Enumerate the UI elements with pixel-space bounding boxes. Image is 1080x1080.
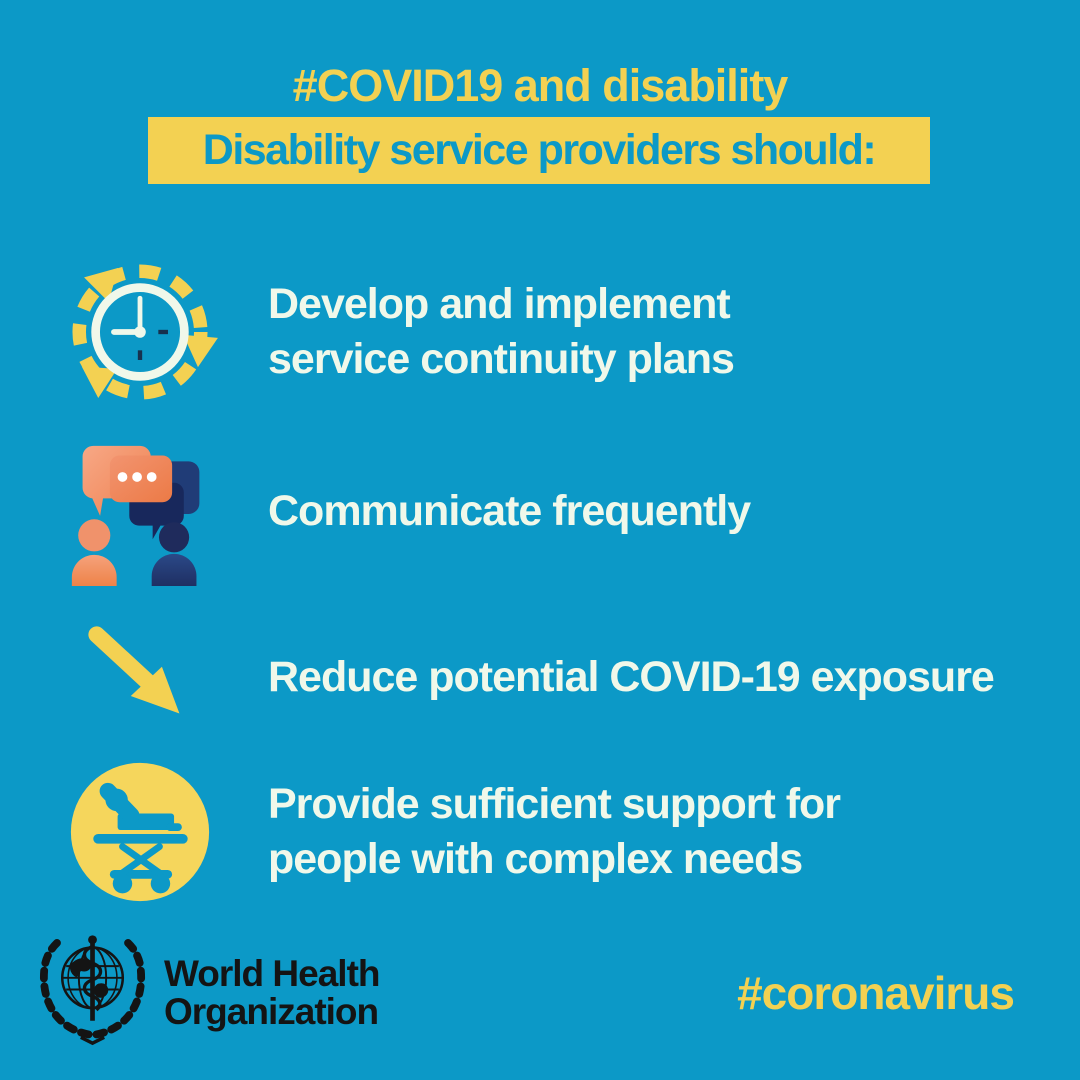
- list-item: Provide sufficient support for people wi…: [58, 756, 1072, 908]
- list-item-label: Provide sufficient support for people wi…: [268, 779, 841, 883]
- list-item: Reduce potential COVID-19 exposure: [58, 622, 1072, 734]
- page-title: #COVID19 and disability: [292, 60, 789, 111]
- list-item-label: Communicate frequently: [268, 487, 751, 536]
- clock-refresh-icon: [58, 250, 222, 414]
- list-item-label: Reduce potential COVID-19 exposure: [268, 653, 995, 702]
- speech-bubbles-icon: [58, 438, 222, 586]
- list-item: Develop and implement service continuity…: [58, 248, 1072, 416]
- stretcher-icon: [58, 759, 222, 905]
- list-item-label: Develop and implement service continuity…: [268, 279, 735, 383]
- coronavirus-hashtag: #coronavirus: [737, 967, 1015, 1019]
- who-emblem-icon: [32, 929, 154, 1056]
- list-item: Communicate frequently: [58, 436, 1072, 588]
- who-organization-name: World Health Organization: [164, 952, 380, 1032]
- banner-heading: Disability service providers should:: [148, 117, 930, 184]
- who-logo: World Health Organization: [32, 929, 380, 1056]
- diagonal-arrow-icon: [58, 622, 222, 734]
